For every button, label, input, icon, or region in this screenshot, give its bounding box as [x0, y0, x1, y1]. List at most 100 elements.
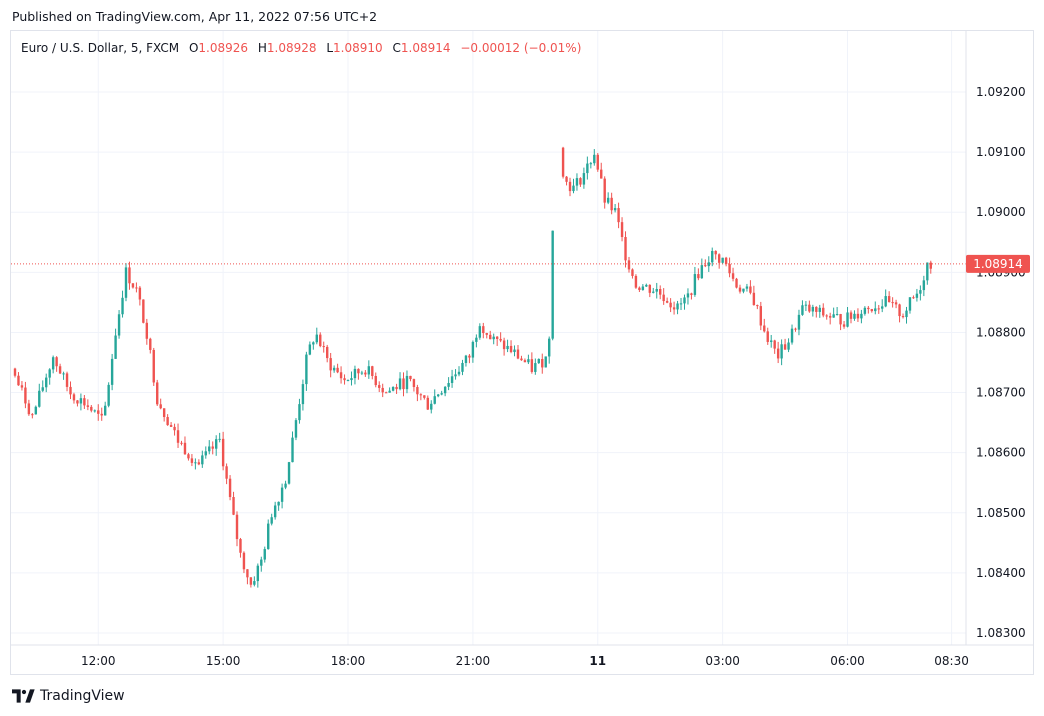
candle-body	[495, 336, 499, 339]
price-tick-label: 1.08700	[976, 386, 1026, 400]
candle-body	[901, 316, 905, 318]
candle-body	[454, 374, 457, 377]
candle-body	[665, 301, 669, 303]
candle-body	[190, 458, 194, 463]
candle-body	[804, 304, 808, 306]
time-tick-label: 03:00	[705, 654, 740, 668]
candle-body	[773, 340, 776, 349]
candle-body	[437, 394, 440, 397]
candle-body	[693, 274, 697, 295]
low-value: 1.08910	[333, 41, 383, 55]
candle-body	[20, 385, 24, 388]
candle-body	[319, 334, 322, 347]
candle-body	[312, 342, 315, 345]
candle-body	[617, 208, 620, 223]
high-key: H	[257, 41, 267, 55]
price-tick-label: 1.08800	[976, 325, 1026, 339]
candle-body	[280, 487, 284, 502]
candle-body	[114, 335, 117, 359]
candle-body	[433, 396, 436, 404]
price-tick-label: 1.08500	[976, 506, 1026, 520]
price-tick-label: 1.08300	[976, 626, 1026, 640]
candle-body	[808, 304, 811, 312]
candle-body	[742, 288, 745, 292]
candle-body	[759, 306, 763, 326]
candle-body	[138, 287, 142, 300]
candle-body	[520, 358, 523, 361]
low-key: L	[326, 41, 334, 55]
candles-layer	[13, 146, 932, 588]
candle-body	[409, 375, 412, 380]
candle-body	[600, 169, 603, 179]
grid-lines	[11, 31, 966, 645]
symbol-legend: Euro / U.S. Dollar, 5, FXCM O1.08926 H1.…	[21, 41, 587, 55]
candle-body	[697, 274, 700, 279]
candle-body	[332, 367, 336, 371]
candle-body	[513, 349, 516, 353]
candle-body	[69, 386, 72, 395]
candle-body	[273, 505, 277, 518]
candle-body	[450, 376, 454, 384]
candle-body	[45, 377, 48, 388]
candle-body	[249, 577, 253, 585]
price-axis[interactable]: 1.092001.091001.090001.089001.088001.087…	[976, 85, 1026, 640]
chart-frame	[10, 30, 1034, 675]
candle-body	[596, 154, 599, 170]
candle-body	[169, 425, 173, 427]
time-axis[interactable]: 12:00 15:00 18:00 21:00 11 03:00 06:00 08:30	[81, 654, 969, 668]
candle-body	[711, 250, 714, 263]
candle-body	[530, 359, 534, 372]
candle-body	[797, 314, 801, 330]
candle-body	[176, 430, 180, 443]
candle-body	[350, 378, 353, 381]
candle-body	[884, 296, 887, 307]
candle-body	[183, 442, 187, 455]
candle-body	[90, 406, 93, 411]
candle-body	[915, 293, 919, 298]
time-tick-label: 12:00	[81, 654, 116, 668]
candle-body	[194, 462, 197, 464]
candle-body	[211, 446, 214, 449]
candle-body	[384, 392, 388, 394]
candle-body	[499, 338, 502, 341]
candle-body	[551, 230, 554, 339]
candle-body	[624, 237, 627, 261]
tradingview-branding[interactable]: TradingView	[12, 688, 125, 704]
candle-body	[787, 342, 790, 350]
candle-body	[235, 514, 239, 540]
candle-body	[828, 316, 832, 318]
candle-body	[419, 394, 423, 396]
candle-body	[329, 358, 332, 371]
candle-body	[662, 294, 665, 302]
candle-body	[686, 293, 690, 298]
candle-body	[731, 273, 735, 279]
candle-body	[537, 358, 540, 364]
candle-body	[867, 307, 870, 310]
candle-body	[794, 328, 797, 330]
candle-body	[65, 373, 69, 387]
candle-body	[613, 208, 617, 211]
candle-body	[301, 384, 305, 405]
candle-body	[253, 581, 256, 585]
candle-body	[62, 373, 65, 375]
candle-body	[208, 446, 211, 452]
change-value: −0.00012 (−0.01%)	[460, 41, 582, 55]
candle-body	[360, 372, 364, 374]
candle-body	[863, 307, 867, 314]
candle-body	[735, 278, 738, 288]
candle-body	[159, 404, 162, 409]
candle-body	[912, 297, 915, 299]
symbol-title[interactable]: Euro / U.S. Dollar, 5, FXCM	[21, 41, 180, 55]
candle-body	[672, 307, 676, 310]
candle-body	[339, 372, 343, 379]
candle-body	[284, 483, 287, 488]
candle-body	[887, 296, 891, 303]
candle-body	[263, 549, 266, 560]
candle-body	[631, 269, 634, 276]
candle-body	[239, 539, 242, 553]
candle-body	[842, 324, 846, 327]
candle-body	[86, 405, 90, 407]
candle-body	[565, 176, 568, 182]
candle-body	[846, 312, 849, 327]
